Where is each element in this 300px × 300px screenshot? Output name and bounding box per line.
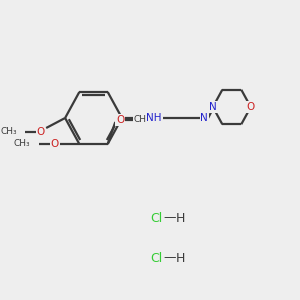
Text: H: H [176, 212, 185, 224]
Text: N: N [200, 113, 208, 123]
Text: O: O [247, 102, 255, 112]
Text: NH: NH [146, 113, 162, 123]
Text: H: H [176, 251, 185, 265]
Text: CH₃: CH₃ [134, 116, 150, 124]
Text: O: O [51, 139, 59, 149]
Text: N: N [209, 102, 217, 112]
Text: —: — [163, 212, 175, 224]
Text: —: — [163, 251, 175, 265]
Text: O: O [116, 115, 124, 125]
Text: O: O [36, 127, 45, 137]
Text: Cl: Cl [150, 212, 162, 224]
Text: CH₃: CH₃ [0, 128, 17, 136]
Text: CH₃: CH₃ [14, 140, 30, 148]
Text: Cl: Cl [150, 251, 162, 265]
